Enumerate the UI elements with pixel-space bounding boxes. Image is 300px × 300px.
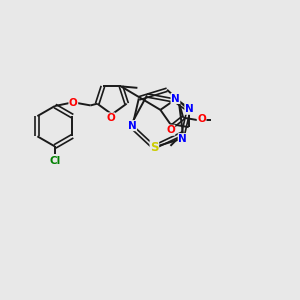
Text: N: N bbox=[128, 121, 136, 130]
Text: N: N bbox=[171, 94, 180, 103]
Text: O: O bbox=[197, 115, 206, 124]
Text: O: O bbox=[106, 113, 115, 123]
Text: S: S bbox=[150, 141, 159, 154]
Text: O: O bbox=[166, 125, 175, 135]
Text: O: O bbox=[69, 98, 78, 108]
Text: Cl: Cl bbox=[49, 156, 61, 166]
Text: N: N bbox=[185, 104, 194, 114]
Text: N: N bbox=[178, 134, 187, 144]
